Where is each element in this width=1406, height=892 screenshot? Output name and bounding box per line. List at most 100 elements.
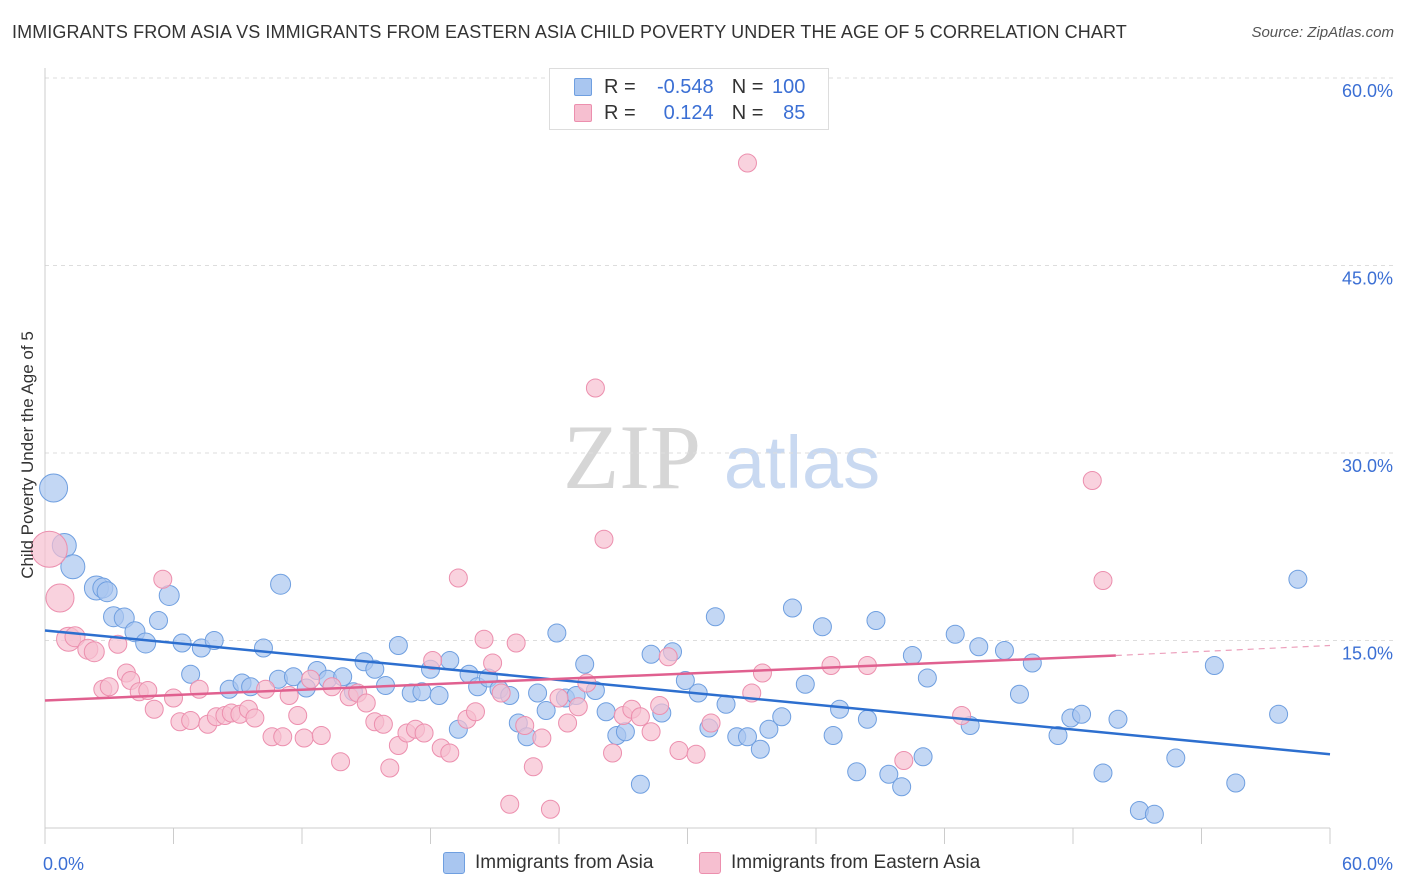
eastern-asia-point bbox=[540, 799, 560, 819]
trend-line-asia bbox=[44, 629, 1331, 756]
asia-point bbox=[857, 709, 877, 729]
series-legend: Immigrants from Asia Immigrants from Eas… bbox=[0, 852, 1406, 878]
r-label: R = bbox=[604, 75, 636, 98]
y-axis-label: Child Poverty Under the Age of 5 bbox=[18, 331, 37, 579]
asia-point bbox=[1204, 656, 1224, 675]
asia-point bbox=[847, 762, 867, 782]
asia-point bbox=[812, 617, 832, 637]
eastern-asia-point bbox=[108, 634, 128, 654]
asia-point bbox=[270, 573, 292, 595]
eastern-asia-point bbox=[658, 647, 678, 667]
eastern-asia-point bbox=[440, 743, 460, 763]
asia-point bbox=[630, 774, 650, 794]
asia-point bbox=[782, 598, 802, 618]
n-label: N = bbox=[731, 101, 764, 124]
eastern-asia-point bbox=[603, 743, 623, 763]
asia-point bbox=[1072, 704, 1092, 724]
asia-point bbox=[547, 623, 567, 643]
eastern-asia-point bbox=[752, 663, 772, 683]
eastern-asia-point bbox=[474, 629, 494, 649]
eastern-asia-point bbox=[256, 679, 276, 699]
legend-swatch-pink bbox=[699, 852, 721, 874]
asia-point bbox=[253, 638, 273, 658]
asia-point bbox=[866, 611, 886, 630]
eastern-asia-point bbox=[532, 728, 552, 748]
asia-point bbox=[1269, 704, 1289, 724]
axes bbox=[44, 68, 1331, 844]
eastern-asia-point bbox=[301, 669, 321, 689]
asia-point bbox=[1108, 709, 1128, 729]
asia-point bbox=[1144, 804, 1164, 824]
asia-point bbox=[615, 722, 635, 742]
asia-point bbox=[181, 664, 201, 684]
r-label: R = bbox=[604, 101, 636, 124]
eastern-asia-point bbox=[549, 688, 569, 708]
eastern-asia-point bbox=[1093, 571, 1113, 590]
eastern-asia-point bbox=[506, 633, 526, 653]
eastern-asia-point bbox=[153, 569, 173, 589]
eastern-asia-point bbox=[568, 697, 588, 717]
asia-point bbox=[994, 641, 1014, 660]
asia-point bbox=[892, 777, 912, 797]
eastern-asia-point bbox=[45, 583, 75, 613]
watermark-zip: ZIP bbox=[563, 406, 701, 508]
asia-point bbox=[528, 683, 548, 703]
watermark: ZIP atlas bbox=[563, 406, 880, 508]
legend-row-asia: R = -0.548 N = 100 bbox=[574, 74, 805, 100]
eastern-asia-point bbox=[331, 752, 351, 772]
r-value: -0.548 bbox=[656, 75, 714, 98]
asia-point bbox=[759, 719, 779, 739]
asia-point bbox=[705, 607, 725, 627]
trend-line-eastern-asia bbox=[44, 654, 1116, 702]
n-value: 100 bbox=[772, 75, 806, 98]
eastern-asia-point bbox=[189, 679, 209, 699]
asia-point bbox=[1009, 684, 1029, 704]
asia-point bbox=[596, 702, 616, 722]
asia-point bbox=[772, 707, 792, 727]
r-value: 0.124 bbox=[663, 101, 714, 124]
n-label: N = bbox=[731, 75, 764, 98]
eastern-asia-point bbox=[288, 706, 308, 725]
grid-lines bbox=[45, 77, 1395, 641]
asia-point bbox=[737, 727, 757, 747]
eastern-asia-point bbox=[523, 757, 543, 777]
legend-swatch-blue bbox=[574, 78, 592, 96]
asia-point bbox=[902, 646, 922, 665]
eastern-asia-point bbox=[423, 651, 443, 670]
asia-point bbox=[917, 668, 937, 688]
tick-labels: 15.0% 30.0% 45.0% 60.0% 0.0% 60.0% bbox=[43, 81, 1393, 874]
asia-point bbox=[641, 644, 661, 664]
eastern-asia-point bbox=[952, 706, 972, 725]
asia-point bbox=[1166, 748, 1186, 768]
eastern-asia-point bbox=[686, 744, 706, 764]
asia-point bbox=[1048, 726, 1068, 745]
asia-point bbox=[945, 624, 965, 644]
legend-row-eastern-asia: R = 0.124 N = 85 bbox=[574, 100, 805, 126]
y-tick-label: 15.0% bbox=[1342, 644, 1393, 664]
eastern-asia-point bbox=[483, 653, 503, 673]
eastern-asia-point bbox=[585, 378, 605, 398]
asia-point bbox=[969, 637, 989, 657]
y-tick-label: 60.0% bbox=[1342, 81, 1393, 101]
asia-point bbox=[830, 699, 850, 719]
eastern-asia-point bbox=[821, 656, 841, 675]
eastern-asia-point bbox=[558, 713, 578, 733]
x-tick-label-min: 0.0% bbox=[43, 854, 84, 874]
eastern-asia-point bbox=[491, 683, 511, 703]
asia-point bbox=[913, 747, 933, 767]
eastern-asia-point bbox=[448, 568, 468, 588]
n-value: 85 bbox=[783, 101, 806, 124]
asia-point bbox=[1093, 763, 1113, 783]
eastern-asia-point bbox=[669, 741, 689, 760]
eastern-asia-point bbox=[1082, 471, 1102, 490]
eastern-asia-point bbox=[164, 688, 183, 708]
asia-point bbox=[795, 674, 815, 694]
asia-point bbox=[750, 739, 770, 759]
eastern-asia-point bbox=[515, 716, 535, 735]
asia-point bbox=[204, 631, 224, 650]
eastern-asia-point bbox=[273, 727, 293, 747]
legend-item-asia: Immigrants from Asia bbox=[443, 852, 653, 874]
asia-point bbox=[96, 581, 118, 603]
eastern-asia-point bbox=[380, 758, 400, 778]
asia-point bbox=[1226, 773, 1246, 793]
